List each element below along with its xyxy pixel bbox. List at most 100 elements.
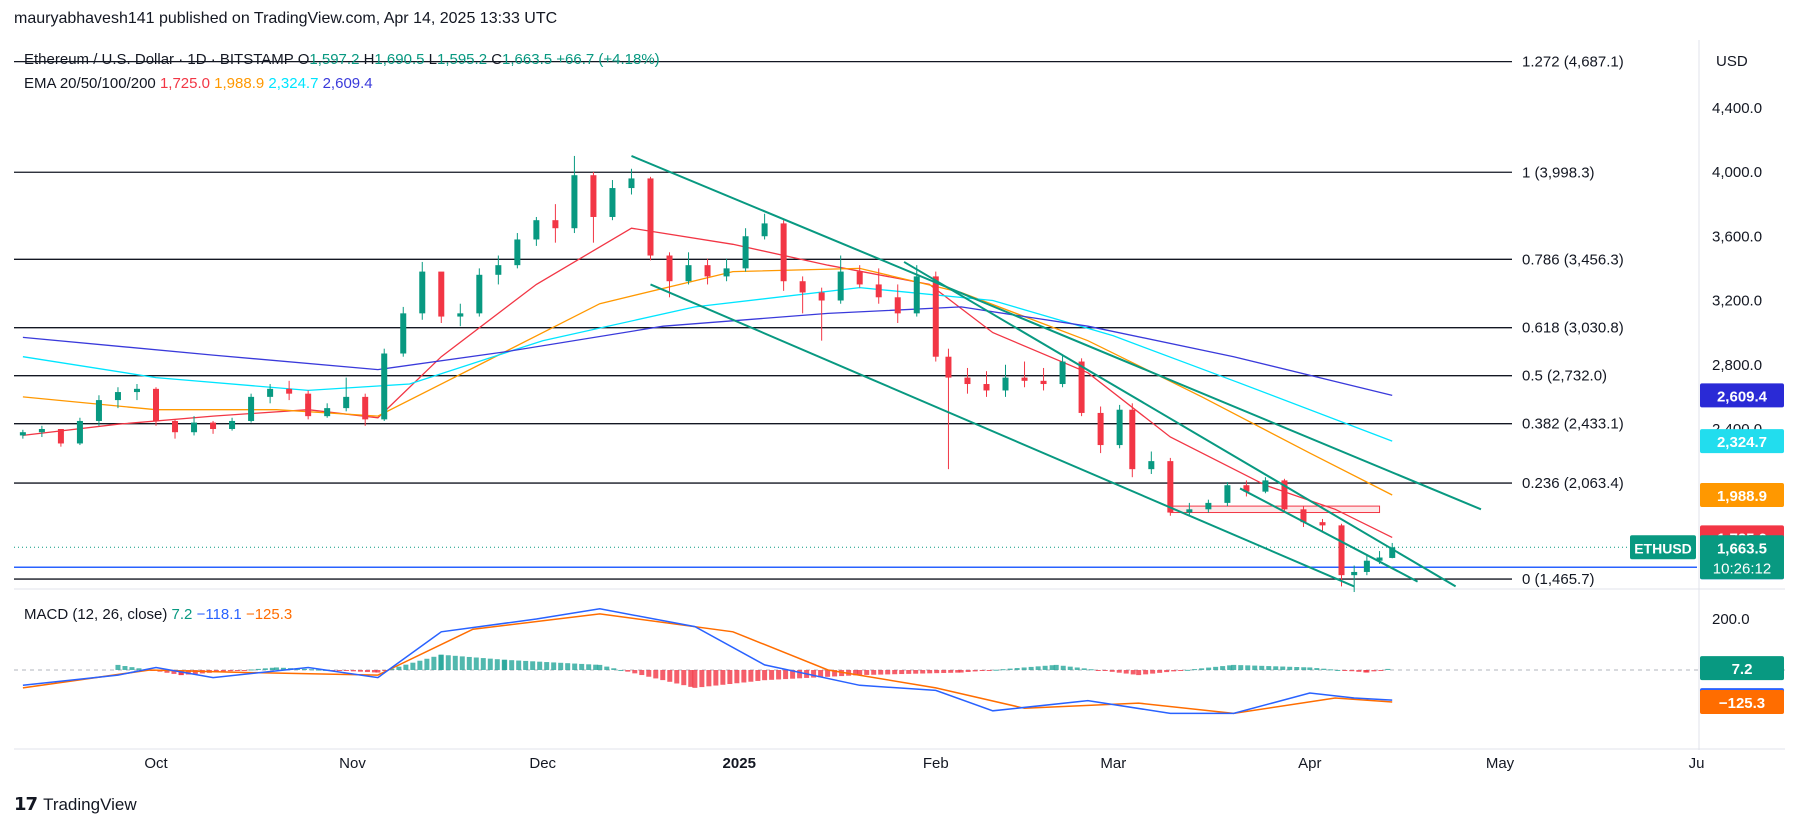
price-axis-tick: 4,000.0 <box>1712 164 1762 181</box>
candle-body <box>153 388 159 421</box>
macd-histogram-bar <box>1021 667 1027 670</box>
candle-body <box>590 175 597 217</box>
macd-histogram-bar <box>502 659 508 670</box>
candle-body <box>571 175 578 229</box>
candle-body <box>57 429 64 444</box>
candle-body <box>818 292 825 301</box>
macd-histogram-bar <box>227 670 233 672</box>
macd-histogram-bar <box>1280 666 1286 670</box>
candle-body <box>964 377 971 385</box>
time-axis-label: Feb <box>923 755 949 772</box>
macd-histogram-bar <box>639 670 645 676</box>
macd-histogram-bar <box>315 669 321 671</box>
macd-histogram-bar <box>220 670 226 672</box>
macd-histogram-bar <box>727 670 733 685</box>
ema-legend-value: 1,988.9 <box>214 75 268 92</box>
candle-body <box>1040 380 1047 385</box>
macd-badge-text: 7.2 <box>1732 661 1753 678</box>
tradingview-footer[interactable]: 𝟭𝟳 TradingView <box>14 794 137 815</box>
candle-body <box>837 271 844 301</box>
macd-histogram-bar <box>164 670 170 673</box>
candle-body <box>362 396 369 420</box>
macd-histogram-bar <box>769 670 775 680</box>
fib-level-label: 0.382 (2,433.1) <box>1522 416 1624 433</box>
symbol-badge <box>1630 535 1696 560</box>
macd-histogram-bar <box>192 670 198 674</box>
macd-histogram-bar <box>1185 669 1191 671</box>
candle-body <box>1078 361 1085 413</box>
candle-body <box>1389 547 1396 558</box>
macd-histogram-bar <box>586 664 592 670</box>
candle-body <box>856 271 863 285</box>
macd-histogram-bar <box>480 658 486 670</box>
candle-body <box>286 388 293 394</box>
macd-histogram-bar <box>1356 670 1362 672</box>
macd-histogram-bar <box>688 670 694 687</box>
macd-histogram-bar <box>269 667 275 670</box>
ema-line <box>22 286 1393 442</box>
macd-histogram-bar <box>853 670 859 676</box>
macd-histogram-bar <box>871 670 877 675</box>
macd-histogram-bar <box>565 663 571 670</box>
candle-body <box>400 313 407 354</box>
macd-histogram-bar <box>825 670 831 677</box>
macd-badge <box>1700 689 1784 714</box>
macd-histogram-bar <box>1349 670 1355 672</box>
candle-body <box>1351 571 1358 576</box>
macd-histogram-bar <box>892 670 898 675</box>
fib-level-label: 0.236 (2,063.4) <box>1522 475 1624 492</box>
macd-histogram-bar <box>1028 666 1034 670</box>
time-axis-label: Nov <box>339 755 366 772</box>
macd-histogram-bar <box>336 670 342 671</box>
macd-histogram-bar <box>544 662 550 670</box>
macd-histogram-bar <box>1192 669 1198 671</box>
ohlc-value: +66.7 (+4.18%) <box>556 51 659 68</box>
macd-histogram-bar <box>692 670 698 688</box>
candle-body <box>1281 480 1288 510</box>
macd-histogram-bar <box>350 670 356 672</box>
macd-histogram-bar <box>308 669 314 671</box>
macd-histogram-bar <box>965 670 971 672</box>
macd-histogram-bar <box>618 669 624 671</box>
macd-histogram-bar <box>1259 665 1265 670</box>
fib-level-label: 1 (3,998.3) <box>1522 164 1595 181</box>
macd-histogram-bar <box>706 670 712 687</box>
macd-histogram-bar <box>1053 664 1059 670</box>
candle-body <box>324 408 331 417</box>
candle-body <box>38 429 45 433</box>
ohlc-key: H <box>364 51 375 68</box>
candle-body <box>95 400 102 421</box>
macd-histogram-bar <box>1307 667 1313 670</box>
macd-histogram-bar <box>262 668 268 670</box>
macd-histogram-bar <box>530 661 536 670</box>
candle-body <box>1376 557 1383 561</box>
macd-histogram-bar <box>357 670 363 672</box>
macd-histogram-bar <box>604 666 610 670</box>
macd-histogram-bar <box>1231 664 1237 670</box>
ohlc-key: O <box>298 51 310 68</box>
macd-histogram-bar <box>667 670 673 682</box>
macd-histogram-bar <box>1150 670 1156 674</box>
candle-body <box>343 396 350 409</box>
macd-histogram-bar <box>417 660 423 670</box>
candle-body <box>913 276 920 314</box>
macd-line <box>22 608 1393 715</box>
macd-histogram-bar <box>832 670 838 677</box>
candle-body <box>983 384 990 391</box>
macd-histogram-bar <box>516 660 522 670</box>
candle-body <box>114 392 121 401</box>
macd-histogram-bar <box>1109 670 1115 672</box>
macd-histogram-bar <box>537 661 543 670</box>
time-axis-label: Mar <box>1100 755 1126 772</box>
ema-legend-value: 2,324.7 <box>268 75 322 92</box>
symbol-badge-text: ETHUSD <box>1634 540 1692 556</box>
candle-body <box>723 268 730 277</box>
macd-histogram-bar <box>1252 665 1258 670</box>
macd-signal-line <box>22 613 1393 715</box>
macd-histogram-bar <box>920 670 926 674</box>
trend-line <box>631 155 1482 511</box>
ohlc-key: C <box>491 51 502 68</box>
macd-histogram-bar <box>972 670 978 672</box>
macd-badge <box>1700 656 1784 681</box>
